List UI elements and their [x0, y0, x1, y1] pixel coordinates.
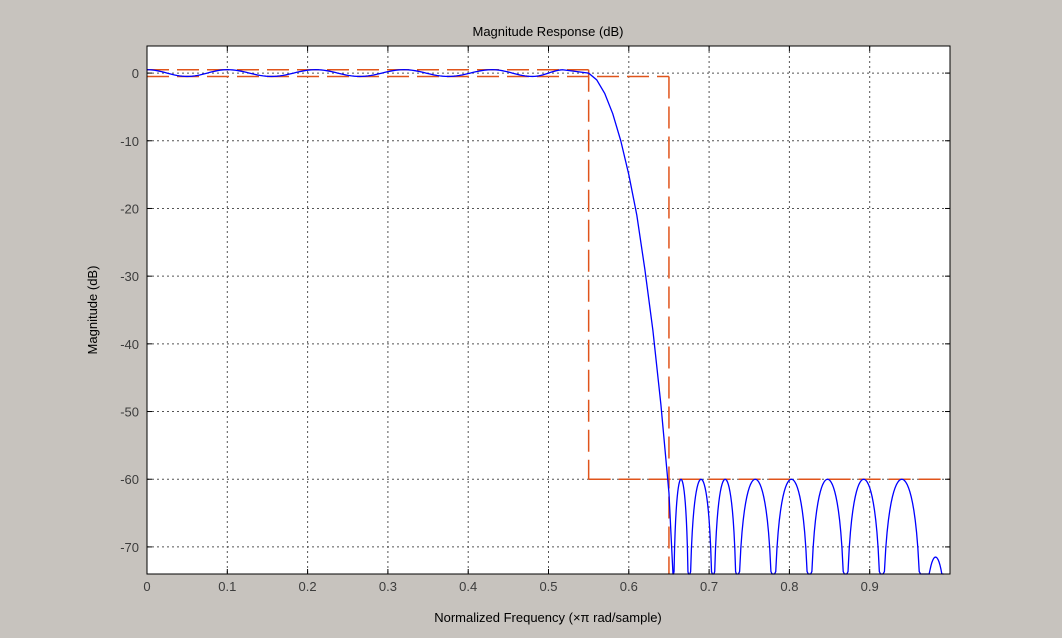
x-tick-label: 0 [143, 579, 150, 594]
x-tick-label: 0.4 [459, 579, 477, 594]
x-tick-label: 0.2 [299, 579, 317, 594]
x-tick-label: 0.9 [861, 579, 879, 594]
y-tick-label: -30 [120, 269, 139, 284]
x-ticks: 0 0.1 0.2 0.3 0.4 0.5 0.6 0.7 0.8 0.9 [143, 46, 879, 594]
x-tick-label: 0.1 [218, 579, 236, 594]
y-tick-label: -50 [120, 405, 139, 420]
chart-title: Magnitude Response (dB) [472, 24, 623, 39]
x-tick-label: 0.6 [620, 579, 638, 594]
y-tick-label: -40 [120, 337, 139, 352]
y-tick-label: 0 [132, 66, 139, 81]
y-axis-label: Magnitude (dB) [85, 266, 100, 355]
x-tick-label: 0.7 [700, 579, 718, 594]
magnitude-response-line [146, 69, 944, 575]
x-tick-label: 0.8 [780, 579, 798, 594]
y-tick-label: -20 [120, 201, 139, 216]
x-tick-label: 0.3 [379, 579, 397, 594]
x-tick-label: 0.5 [539, 579, 557, 594]
y-tick-label: -10 [120, 134, 139, 149]
response-curve-group [146, 69, 944, 575]
x-axis-label: Normalized Frequency (×π rad/sample) [434, 610, 662, 625]
y-tick-label: -60 [120, 472, 139, 487]
y-tick-label: -70 [120, 540, 139, 555]
axes-background [147, 46, 950, 574]
y-ticks: 0 -10 -20 -30 -40 -50 -60 -70 [120, 66, 950, 555]
